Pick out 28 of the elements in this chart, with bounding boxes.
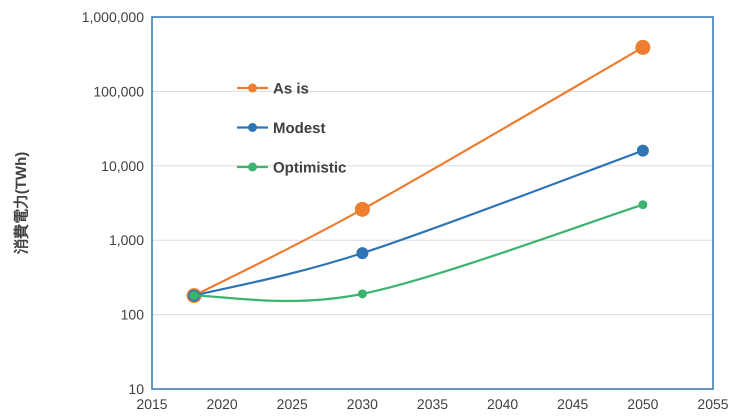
point: [638, 200, 648, 210]
point: [354, 202, 370, 217]
y-tick-label: 1,000: [108, 232, 144, 248]
x-tick-label: 2055: [697, 396, 729, 412]
y-tick-label: 10: [128, 381, 144, 397]
legend-item: Modest: [237, 120, 326, 137]
y-tick-label: 10,000: [101, 158, 144, 174]
y-axis-title: 消費電力(TWh): [13, 152, 30, 256]
legend-label: Optimistic: [273, 160, 346, 176]
y-tick-label: 100,000: [93, 83, 144, 100]
legend-item: As is: [237, 80, 309, 98]
y-tick-label: 100: [120, 306, 144, 323]
point: [635, 40, 650, 55]
x-tick-label: 2015: [136, 396, 168, 412]
x-tick-label: 2020: [206, 396, 238, 412]
point: [356, 247, 368, 260]
y-tick-label: 1,000,000: [82, 9, 144, 25]
x-tick-label: 2045: [557, 396, 589, 412]
legend-label: As is: [273, 80, 309, 98]
x-tick-label: 2050: [627, 396, 659, 412]
x-tick-label: 2030: [346, 396, 378, 412]
point: [358, 289, 367, 298]
x-tick-label: 2025: [276, 396, 308, 412]
legend-item: Optimistic: [237, 160, 346, 176]
x-tick-label: 2040: [487, 396, 518, 412]
legend-label: Modest: [273, 120, 326, 137]
x-tick-label: 2035: [416, 396, 448, 412]
point: [636, 144, 649, 157]
